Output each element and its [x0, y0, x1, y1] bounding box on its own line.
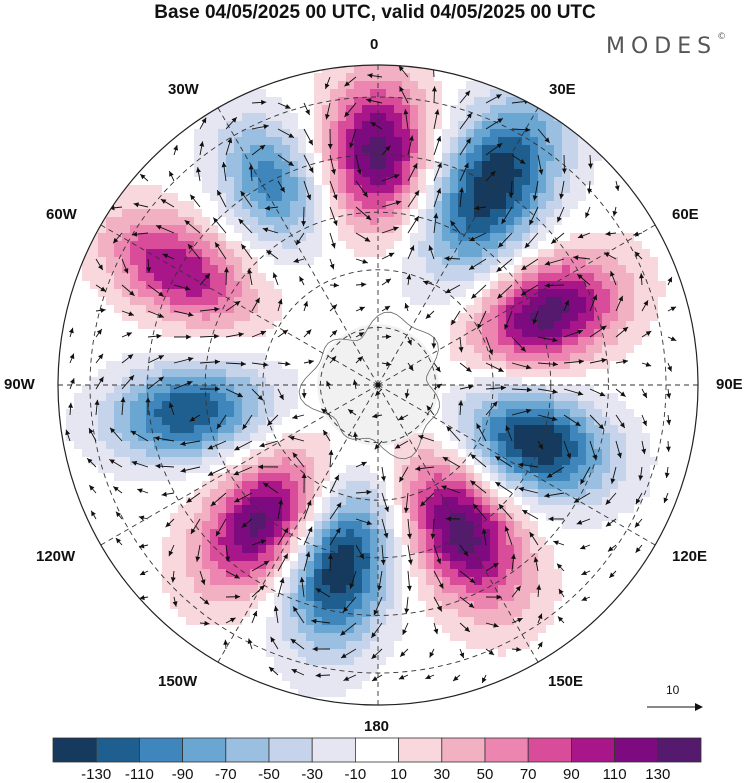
colorbar-swatch — [95, 737, 140, 763]
reference-vector-label: 10 — [666, 683, 680, 697]
lon-label-120w: 120W — [36, 548, 76, 565]
colorbar-tick-label: -10 — [344, 766, 367, 783]
wind-vectors — [65, 65, 677, 684]
lon-label-90e: 90E — [716, 376, 743, 393]
colorbar-tick-label: 130 — [645, 766, 671, 783]
modes-logo: MODES© — [606, 32, 727, 59]
antarctica-outline — [298, 311, 440, 460]
colorbar-tick-label: -70 — [214, 766, 237, 783]
colorbar-swatch — [441, 737, 486, 763]
colorbar-swatch — [484, 737, 529, 763]
lon-label-150w: 150W — [158, 673, 198, 690]
reference-vector — [647, 703, 703, 711]
lon-label-120e: 120E — [672, 548, 708, 565]
colorbar-tick-label: 10 — [390, 766, 407, 783]
lon-label-30e: 30E — [549, 81, 576, 98]
map-border — [57, 64, 699, 706]
colorbar-tick-label: 110 — [602, 766, 627, 783]
south-pole-marker — [375, 382, 381, 388]
colorbar-swatch — [527, 737, 572, 763]
colorbar-tick-label: -130 — [81, 766, 112, 783]
colorbar-swatch — [138, 737, 183, 763]
colorbar-swatch — [311, 737, 356, 763]
lon-label-0: 0 — [370, 36, 379, 53]
colorbar-swatch — [354, 737, 399, 763]
colorbar-swatch — [268, 737, 313, 763]
colorbar — [52, 737, 702, 763]
graticule — [58, 65, 698, 705]
colorbar-tick-label: 90 — [563, 766, 580, 783]
lon-label-90w: 90W — [4, 376, 35, 393]
colorbar-tick-label: -110 — [124, 766, 154, 783]
colorbar-swatch — [398, 737, 443, 763]
colorbar-tick-label: -90 — [171, 766, 194, 783]
lon-label-150e: 150E — [548, 673, 584, 690]
lon-label-30w: 30W — [168, 81, 199, 98]
colorbar-tick-label: -50 — [258, 766, 280, 783]
colorbar-tick-label: 50 — [476, 766, 494, 783]
map-title: Base 04/05/2025 00 UTC, valid 04/05/2025… — [154, 2, 596, 23]
colorbar-swatch — [225, 737, 270, 763]
colorbar-tick-label: 30 — [433, 766, 451, 783]
colorbar-swatch — [571, 737, 616, 763]
colorbar-tick-label: -30 — [301, 766, 324, 783]
arrow-head — [695, 703, 703, 711]
colorbar-swatch — [52, 737, 97, 763]
colorbar-swatch — [657, 737, 702, 763]
colorbar-tick-label: 70 — [519, 766, 537, 783]
lon-label-60e: 60E — [672, 206, 699, 223]
colorbar-swatch — [182, 737, 227, 763]
colorbar-swatch — [614, 737, 659, 763]
lon-label-60w: 60W — [46, 206, 77, 223]
lon-label-180: 180 — [364, 718, 390, 735]
